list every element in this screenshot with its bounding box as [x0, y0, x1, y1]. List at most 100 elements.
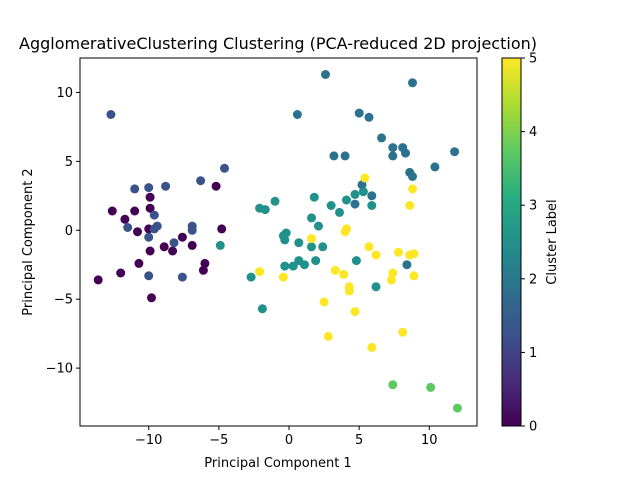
- points-layer: [93, 70, 462, 413]
- x-tick-label: 10: [421, 433, 438, 448]
- data-point: [364, 112, 374, 122]
- data-point: [260, 205, 270, 215]
- x-tick-label: −5: [209, 433, 228, 448]
- data-point: [402, 260, 412, 270]
- data-point: [398, 327, 408, 337]
- data-point: [255, 267, 265, 277]
- data-point: [326, 201, 336, 210]
- data-point: [145, 246, 155, 256]
- data-point: [106, 110, 116, 119]
- data-point: [452, 403, 462, 413]
- data-point: [358, 187, 368, 197]
- data-point: [367, 191, 377, 201]
- y-tick-label: 0: [65, 224, 73, 239]
- y-axis-label: Principal Component 2: [21, 168, 36, 315]
- colorbar-frame: [501, 57, 522, 427]
- data-point: [408, 172, 417, 181]
- colorbar-tick-label: 0: [529, 420, 537, 435]
- data-point: [340, 227, 350, 237]
- data-point: [350, 199, 360, 209]
- data-point: [130, 206, 140, 216]
- data-point: [168, 246, 178, 256]
- data-point: [323, 331, 333, 341]
- data-point: [388, 380, 398, 390]
- plot-frame: [79, 57, 478, 427]
- data-point: [133, 227, 142, 237]
- data-point: [430, 162, 440, 172]
- data-point: [350, 307, 360, 317]
- data-point: [198, 265, 208, 275]
- data-point: [307, 234, 316, 244]
- data-point: [187, 225, 197, 235]
- data-point: [123, 223, 133, 232]
- x-tick-label: 0: [285, 433, 293, 448]
- y-tick-label: 5: [65, 155, 73, 170]
- data-point: [319, 297, 329, 307]
- data-point: [187, 240, 197, 250]
- data-point: [357, 180, 367, 190]
- data-point: [377, 133, 387, 143]
- data-point: [280, 235, 290, 245]
- colorbar-ticks: 0 1 2 3 4 5: [521, 52, 537, 435]
- data-point: [93, 275, 103, 285]
- data-point: [307, 242, 316, 252]
- data-point: [329, 151, 339, 161]
- colorbar-tick-label: 3: [529, 199, 537, 214]
- data-point: [344, 286, 354, 296]
- data-point: [340, 151, 350, 161]
- data-point: [318, 242, 328, 252]
- data-point: [161, 181, 171, 191]
- data-point: [215, 240, 225, 250]
- data-point: [367, 201, 377, 210]
- data-point: [278, 272, 288, 282]
- data-point: [367, 342, 377, 352]
- colorbar-gradient: [502, 58, 521, 426]
- data-point: [177, 272, 187, 282]
- data-point: [364, 242, 374, 252]
- x-tick-label: 5: [355, 433, 363, 448]
- data-point: [342, 195, 351, 205]
- data-point: [134, 258, 144, 268]
- y-tick-label: −10: [46, 362, 73, 377]
- y-tick-label: −5: [54, 293, 73, 308]
- x-axis-label: Principal Component 1: [204, 456, 351, 471]
- data-point: [270, 196, 280, 206]
- data-point: [120, 214, 130, 224]
- data-point: [321, 70, 330, 79]
- data-point: [409, 249, 419, 259]
- data-point: [177, 232, 187, 242]
- data-point: [388, 151, 398, 161]
- colorbar-tick-label: 1: [529, 346, 537, 361]
- data-point: [450, 147, 460, 157]
- data-point: [159, 242, 169, 252]
- colorbar: 0 1 2 3 4 5 Cluster Label: [501, 52, 560, 435]
- data-point: [405, 201, 415, 210]
- data-point: [280, 261, 290, 271]
- data-point: [393, 247, 403, 257]
- data-point: [149, 224, 159, 234]
- data-point: [144, 271, 154, 281]
- data-point: [144, 183, 154, 193]
- data-point: [246, 272, 256, 282]
- data-point: [130, 184, 140, 194]
- data-point: [196, 176, 206, 186]
- data-point: [330, 265, 340, 275]
- data-point: [149, 210, 159, 220]
- data-point: [294, 238, 304, 248]
- data-point: [388, 268, 398, 278]
- colorbar-label: Cluster Label: [545, 199, 560, 284]
- data-point: [408, 184, 417, 194]
- data-point: [147, 293, 156, 303]
- data-point: [257, 304, 267, 314]
- data-point: [107, 206, 117, 216]
- data-point: [409, 271, 419, 281]
- x-axis: −10 −5 0 5 10: [135, 426, 438, 448]
- data-point: [288, 261, 298, 271]
- data-point: [354, 108, 364, 118]
- y-axis: −10 −5 0 5 10: [46, 86, 80, 377]
- data-point: [309, 192, 319, 202]
- data-point: [116, 268, 126, 278]
- data-point: [292, 110, 302, 119]
- data-point: [217, 224, 227, 234]
- data-point: [426, 382, 436, 392]
